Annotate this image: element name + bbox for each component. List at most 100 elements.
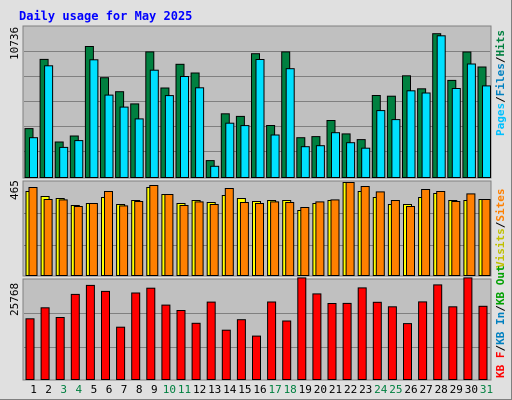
- sites-bar: [149, 185, 159, 276]
- files-bar: [195, 87, 205, 178]
- sites-bar: [451, 201, 461, 276]
- day-label: 14: [223, 383, 237, 396]
- files-bar: [300, 146, 310, 178]
- legend-text: KB F: [494, 352, 507, 379]
- sites-bar: [164, 194, 174, 276]
- day-label: 11: [178, 383, 191, 396]
- files-bar: [436, 35, 446, 178]
- kbytes-bar: [252, 335, 261, 381]
- sites-bar: [436, 191, 446, 276]
- kbytes-bar: [131, 292, 141, 380]
- day-label: 12: [193, 383, 206, 396]
- sites-bar: [224, 188, 234, 276]
- files-bar: [210, 165, 220, 179]
- day-label: 31: [480, 383, 493, 396]
- sites-bar: [390, 200, 400, 276]
- bottom-panel-bars: [25, 277, 488, 381]
- files-bar: [164, 95, 174, 178]
- kbytes-bar: [55, 317, 65, 380]
- day-label: 26: [404, 383, 417, 396]
- sites-bar: [466, 193, 476, 276]
- sites-bar: [285, 202, 295, 276]
- kbytes-bar: [312, 293, 322, 380]
- kbytes-bar: [478, 305, 488, 380]
- sites-bar: [481, 199, 491, 276]
- files-bar: [406, 90, 416, 178]
- day-label: 23: [359, 383, 372, 396]
- kbytes-bar: [25, 318, 35, 380]
- files-bar: [421, 92, 431, 178]
- legend-visits-sites: Visits/Sites: [494, 189, 507, 269]
- files-bar: [44, 65, 54, 178]
- day-label: 15: [238, 383, 251, 396]
- kbytes-bar: [282, 320, 292, 380]
- day-label: 1: [30, 383, 37, 396]
- sites-bar: [406, 206, 415, 276]
- kbytes-bar: [161, 304, 171, 381]
- files-bar: [89, 59, 99, 178]
- sites-bar: [300, 207, 310, 276]
- day-label: 9: [151, 383, 158, 396]
- legend-text: /: [494, 56, 507, 63]
- sites-bar: [255, 203, 264, 276]
- sites-bar: [270, 201, 280, 276]
- files-bar: [376, 110, 386, 178]
- middle-y-max-label: 465: [8, 180, 21, 200]
- kbytes-bar: [70, 293, 80, 380]
- files-bar: [225, 122, 235, 178]
- day-label: 20: [314, 383, 327, 396]
- files-bar: [59, 146, 69, 178]
- day-label: 13: [208, 383, 221, 396]
- kbytes-bar: [372, 301, 382, 380]
- kbytes-bar: [221, 329, 231, 381]
- day-label: 25: [389, 383, 402, 396]
- kbytes-bar: [191, 322, 201, 380]
- day-label: 29: [450, 383, 463, 396]
- top-y-max-label: 10736: [8, 27, 21, 60]
- day-label: 2: [45, 383, 52, 396]
- sites-bar: [375, 191, 385, 276]
- day-label: 17: [268, 383, 281, 396]
- sites-bar: [73, 206, 83, 276]
- sites-bar: [88, 203, 98, 276]
- kbytes-bar: [40, 307, 50, 380]
- kbytes-bar: [387, 306, 397, 380]
- legend-text: /: [494, 305, 507, 312]
- sites-bar: [119, 205, 129, 276]
- kbytes-bar: [236, 319, 246, 381]
- sites-bar: [421, 189, 431, 276]
- kbytes-bar: [267, 301, 277, 380]
- files-bar: [391, 119, 401, 178]
- kbytes-bar: [342, 302, 352, 380]
- kbytes-bar: [418, 301, 428, 380]
- sites-bar: [43, 199, 53, 276]
- day-label: 16: [253, 383, 266, 396]
- bottom-y-max-label: 25768: [8, 283, 21, 316]
- middle-panel-bars: [25, 182, 491, 276]
- files-bar: [482, 85, 491, 178]
- files-bar: [29, 137, 38, 178]
- kbytes-bar: [297, 277, 307, 380]
- files-bar: [240, 125, 250, 178]
- legend-text: Hits: [494, 30, 507, 57]
- day-label: 19: [299, 383, 312, 396]
- kbytes-bar: [403, 323, 412, 381]
- day-label: 30: [465, 383, 478, 396]
- files-bar: [255, 59, 265, 178]
- sites-bar: [58, 199, 68, 276]
- files-bar: [361, 147, 371, 178]
- legend-kbytes: KB F/KB In/KB Out: [494, 265, 507, 378]
- files-bar: [119, 106, 129, 178]
- top-panel-bars: [24, 33, 491, 179]
- files-bar: [466, 63, 476, 178]
- kbytes-bar: [85, 284, 95, 380]
- sites-bar: [194, 201, 204, 276]
- kbytes-bar: [463, 277, 473, 380]
- kbytes-bar: [176, 310, 186, 380]
- legend-text: Visits: [494, 228, 507, 268]
- day-label: 4: [75, 383, 82, 396]
- chart-title: Daily usage for May 2025: [19, 9, 192, 23]
- legend-text: /: [494, 96, 507, 103]
- legend-text: /: [494, 345, 507, 352]
